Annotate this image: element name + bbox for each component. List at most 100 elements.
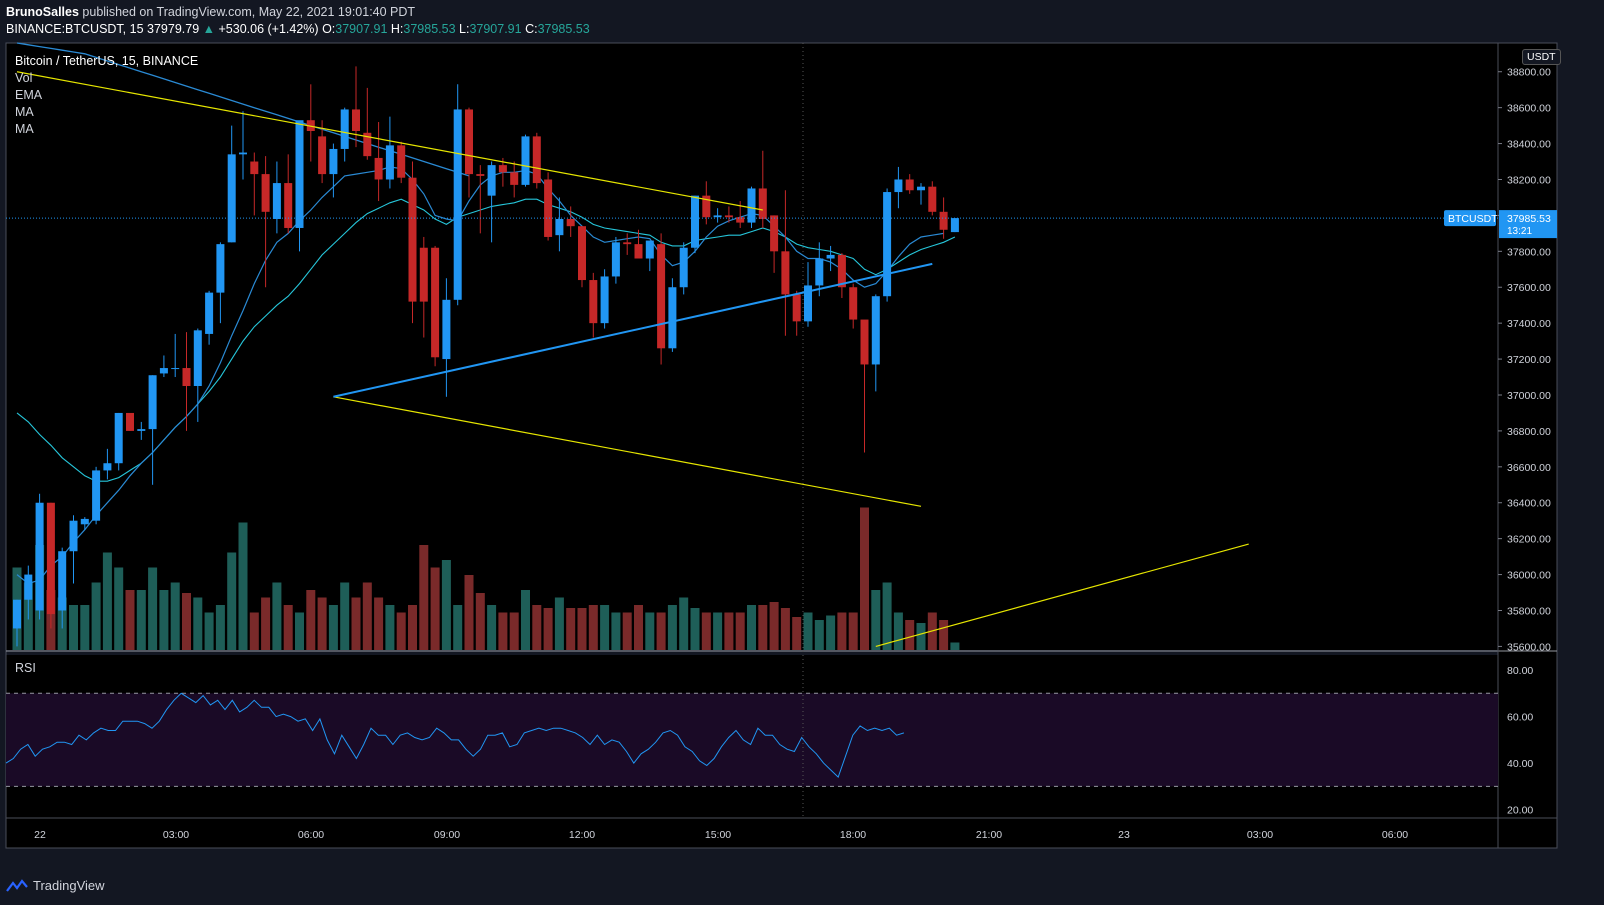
candle-body xyxy=(804,285,812,322)
candle-body xyxy=(363,132,372,157)
candle xyxy=(950,218,959,233)
volume-bar xyxy=(679,597,689,650)
candle-body xyxy=(295,120,304,228)
rsi-tick-label: 40.00 xyxy=(1507,758,1533,770)
candle-body xyxy=(498,165,507,173)
candle xyxy=(114,412,123,471)
candle xyxy=(227,125,236,243)
candle-body xyxy=(792,294,801,322)
candle xyxy=(826,245,835,272)
candle-body xyxy=(13,599,21,629)
close-value: 37985.53 xyxy=(537,22,590,36)
candle-body xyxy=(894,179,903,193)
volume-bar xyxy=(871,590,881,650)
candle-body xyxy=(69,520,78,552)
symbol-label: BINANCE:BTCUSDT, 15 xyxy=(6,22,144,36)
candle-body xyxy=(227,154,236,243)
candle xyxy=(318,120,327,184)
legend-ema[interactable]: EMA xyxy=(15,88,43,102)
candle-body xyxy=(476,174,485,176)
candle xyxy=(397,141,406,184)
volume-bar xyxy=(306,590,316,650)
candle-body xyxy=(137,429,146,431)
price-tick-label: 35600.00 xyxy=(1507,641,1551,653)
candle-body xyxy=(385,145,394,180)
candle xyxy=(804,262,812,327)
candle-body xyxy=(58,551,67,611)
candle xyxy=(476,165,485,234)
volume-bar xyxy=(747,605,756,650)
candle-body xyxy=(261,174,270,212)
time-tick-label: 15:00 xyxy=(705,829,731,841)
price-tick-label: 35800.00 xyxy=(1507,605,1551,617)
candle xyxy=(431,245,440,367)
candle xyxy=(13,599,21,647)
candle xyxy=(408,161,417,324)
candle xyxy=(702,181,711,225)
candle xyxy=(510,161,519,198)
legend-ma-2[interactable]: MA xyxy=(15,122,34,136)
price-axis-pane xyxy=(1498,43,1557,848)
candle-body xyxy=(939,211,948,230)
price-tick-label: 38200.00 xyxy=(1507,174,1551,186)
volume-bar xyxy=(125,590,135,650)
candle xyxy=(905,174,914,194)
volume-bar xyxy=(837,612,847,650)
volume-bar xyxy=(193,597,203,650)
rsi-label[interactable]: RSI xyxy=(15,661,36,675)
candle xyxy=(250,152,259,216)
currency-badge[interactable]: USDT xyxy=(1522,49,1561,65)
indicator-legend: Bitcoin / TetherUS, 15, BINANCE Vol EMA … xyxy=(15,53,198,138)
candle xyxy=(611,236,620,284)
volume-bar xyxy=(114,567,124,650)
volume-bar xyxy=(80,605,90,650)
candle-body xyxy=(46,502,55,615)
volume-bar xyxy=(611,612,621,650)
volume-bar xyxy=(826,615,836,650)
candle xyxy=(340,107,349,162)
volume-bar xyxy=(396,612,406,650)
candle-body xyxy=(611,242,620,277)
legend-ma-1[interactable]: MA xyxy=(15,105,34,119)
candle-body xyxy=(419,247,428,302)
candle-body xyxy=(837,254,846,288)
volume-bar xyxy=(91,582,101,650)
volume-bar xyxy=(317,597,327,650)
volume-bar xyxy=(713,612,723,650)
candle xyxy=(555,197,564,252)
candle xyxy=(532,132,541,189)
author-name[interactable]: BrunoSalles xyxy=(6,5,79,19)
volume-bar xyxy=(238,522,248,650)
time-tick-label: 03:00 xyxy=(163,829,189,841)
candle xyxy=(35,493,44,620)
volume-bar xyxy=(430,567,440,650)
candle-body xyxy=(702,195,711,218)
candle xyxy=(284,154,293,234)
time-tick-label: 09:00 xyxy=(434,829,460,841)
published-text: published on TradingView.com, May 22, 20… xyxy=(82,5,416,19)
candle-body xyxy=(679,247,688,288)
footer-brand[interactable]: TradingView xyxy=(6,878,105,893)
legend-vol[interactable]: Vol xyxy=(15,71,33,85)
close-label: C: xyxy=(525,22,538,36)
volume-bar xyxy=(283,605,293,650)
candle-body xyxy=(340,109,349,149)
candle-body xyxy=(453,109,462,300)
candle xyxy=(272,161,281,234)
candle xyxy=(171,333,180,378)
candle xyxy=(634,229,643,259)
candle-body xyxy=(826,254,835,259)
candle-body xyxy=(148,375,157,430)
candle xyxy=(939,197,948,239)
candle xyxy=(645,240,654,272)
price-tag-value: 37985.53 xyxy=(1507,213,1551,225)
rsi-line xyxy=(5,692,905,778)
candle xyxy=(792,290,801,336)
high-label: H: xyxy=(390,22,404,36)
price-tick-label: 37200.00 xyxy=(1507,354,1551,366)
time-tick-label: 21:00 xyxy=(976,829,1002,841)
candle-body xyxy=(532,136,541,184)
candle-body xyxy=(374,157,383,180)
volume-bar xyxy=(136,590,146,650)
